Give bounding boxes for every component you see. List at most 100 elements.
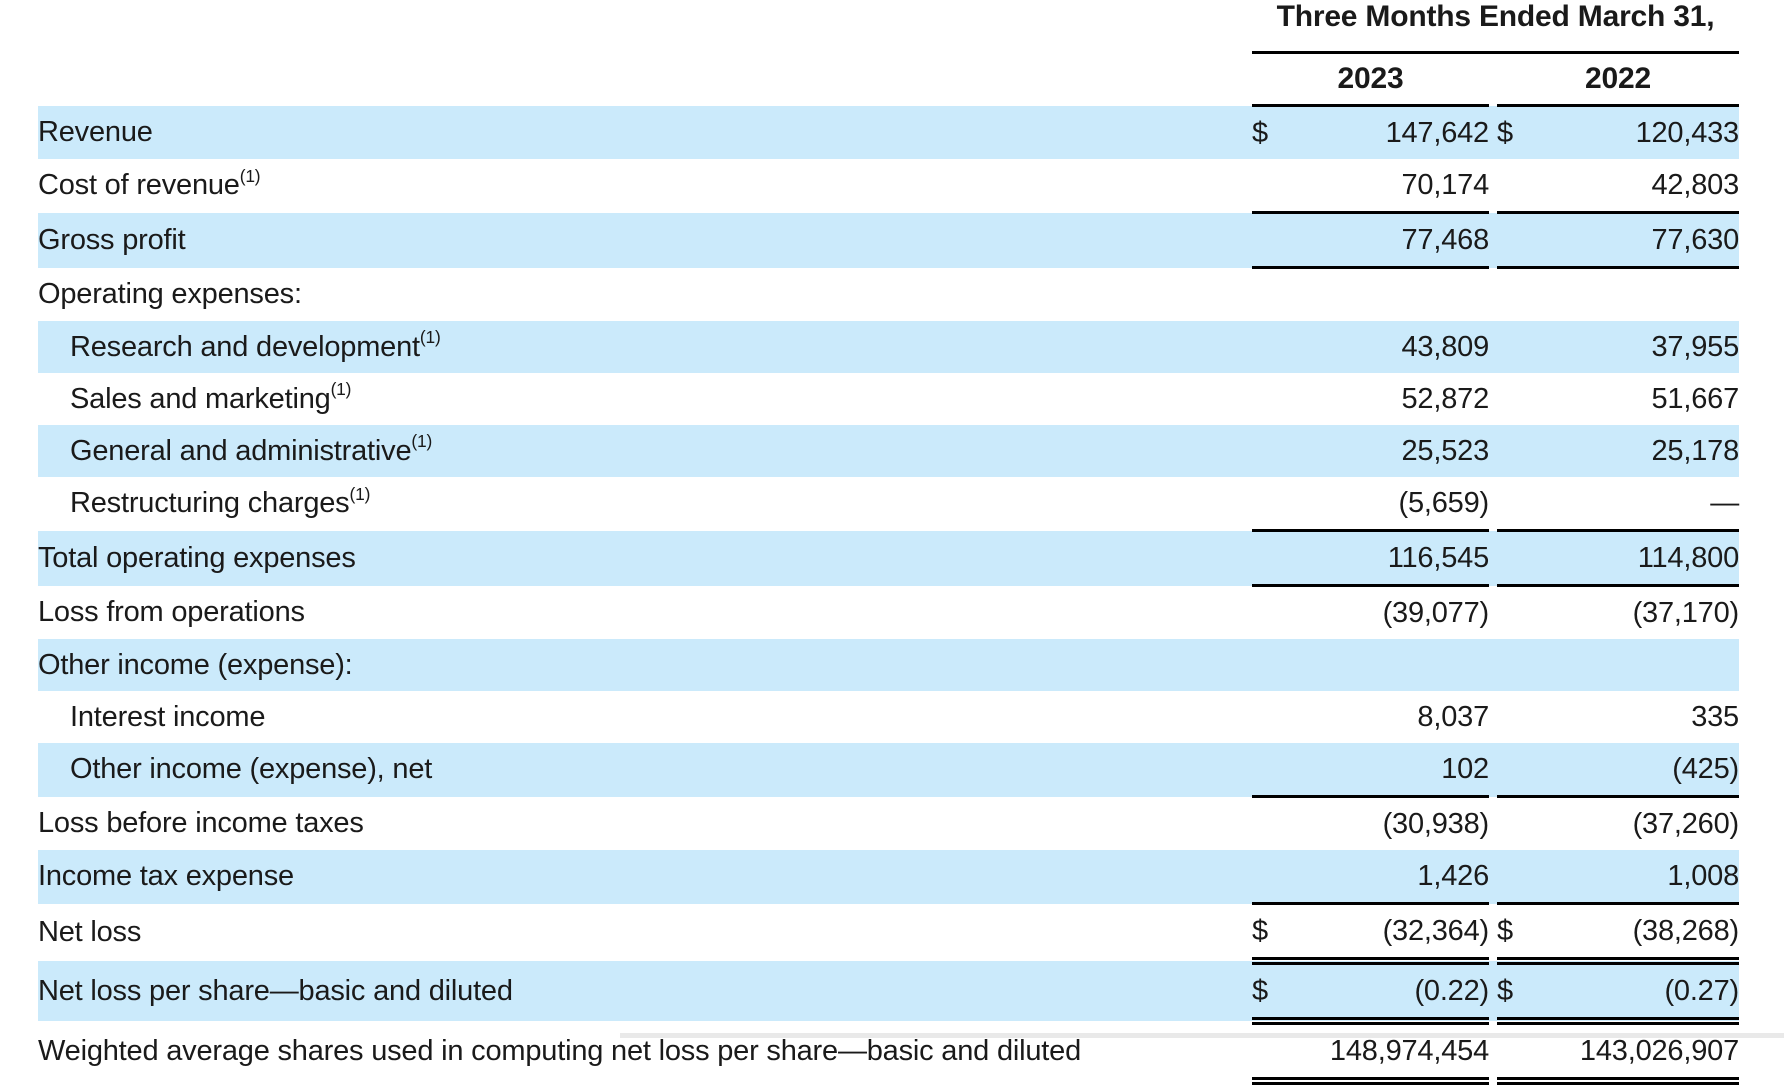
- value-2023: 148,974,454: [1307, 1021, 1489, 1085]
- currency-symbol-2023: [1252, 268, 1307, 322]
- row-label: Income tax expense: [38, 850, 1252, 904]
- column-gap: [1489, 797, 1497, 851]
- currency-symbol-2022: [1497, 425, 1552, 477]
- currency-symbol-2023: [1252, 425, 1307, 477]
- value-2022: (38,268): [1552, 903, 1739, 965]
- row-label: Interest income: [70, 700, 266, 733]
- value-2022: 335: [1691, 700, 1739, 733]
- column-gap: [1489, 850, 1497, 904]
- currency-symbol-2023: [1252, 530, 1307, 587]
- table-row: Income tax expense 1,426 1,008: [38, 850, 1739, 905]
- currency-symbol-2022: $: [1497, 961, 1552, 1025]
- row-label: Operating expenses:: [38, 277, 302, 310]
- currency-symbol-2023: $: [1252, 105, 1307, 159]
- currency-symbol-2023: [1252, 639, 1307, 691]
- value-2022: [1552, 639, 1739, 691]
- row-label: Research and development(1): [38, 321, 1252, 373]
- footnote-marker: (1): [411, 430, 433, 451]
- currency-symbol-2022: [1497, 159, 1552, 214]
- value-2022: 77,630: [1552, 212, 1739, 269]
- column-gap: [1489, 105, 1497, 159]
- value-2022: 37,955: [1552, 321, 1739, 373]
- row-label: Cost of revenue(1): [38, 165, 261, 202]
- value-2023: [1307, 268, 1489, 322]
- table-row: Other income (expense):: [38, 639, 1739, 691]
- column-gap: [1489, 639, 1497, 691]
- currency-symbol-2022: [1497, 1021, 1552, 1085]
- column-gap: [1489, 52, 1497, 106]
- currency-symbol-2023: [1252, 850, 1307, 905]
- value-2022: 51,667: [1651, 382, 1740, 415]
- value-2022: 25,178: [1552, 425, 1739, 477]
- header-spacer: [38, 52, 1252, 106]
- row-label: Restructuring charges(1): [70, 483, 371, 520]
- value-2023: 52,872: [1401, 382, 1490, 415]
- currency-symbol-2023: $: [1252, 903, 1307, 965]
- table-body: Revenue $147,642 $120,433 Cost of revenue(1…: [38, 105, 1740, 1085]
- row-label: Total operating expenses: [38, 530, 1252, 586]
- row-label: Sales and marketing(1): [70, 378, 352, 415]
- value-2023: 1,426: [1307, 850, 1489, 905]
- value-2022: (37,260): [1632, 807, 1740, 840]
- currency-symbol-2022: [1497, 373, 1552, 425]
- currency-symbol-2023: [1252, 212, 1307, 269]
- table-row: Operating expenses:: [38, 268, 1739, 322]
- currency-symbol-2023: [1252, 159, 1307, 214]
- column-gap: [1489, 1021, 1497, 1081]
- year-2023-header: 2023: [1252, 52, 1489, 107]
- value-2022: (425): [1552, 743, 1739, 798]
- table-row: Interest income 8,037 335: [38, 691, 1739, 743]
- value-2023: (39,077): [1382, 596, 1490, 629]
- table-row: General and administrative(1) 25,523 25,17…: [38, 425, 1739, 477]
- currency-symbol-2023: $: [1252, 961, 1307, 1025]
- value-2023: (32,364): [1307, 903, 1489, 965]
- row-label: General and administrative(1): [38, 425, 1252, 477]
- currency-symbol-2022: [1497, 477, 1552, 532]
- table-row: Weighted average shares used in computin…: [38, 1021, 1739, 1085]
- row-label: Loss from operations: [38, 595, 305, 628]
- currency-symbol-2023: [1252, 1021, 1307, 1085]
- currency-symbol-2022: [1497, 850, 1552, 905]
- column-gap: [1489, 268, 1497, 322]
- value-2023: [1307, 639, 1489, 691]
- currency-symbol-2023: [1252, 586, 1307, 640]
- row-label: Gross profit: [38, 212, 1252, 268]
- column-gap: [1489, 425, 1497, 477]
- currency-symbol-2022: [1497, 212, 1552, 269]
- value-2023: 8,037: [1417, 700, 1489, 733]
- column-gap: [1489, 586, 1497, 640]
- period-header-row: Three Months Ended March 31,: [38, 0, 1739, 54]
- value-2022: 1,008: [1552, 850, 1739, 905]
- currency-symbol-2022: $: [1497, 105, 1552, 159]
- footnote-marker: (1): [349, 483, 371, 504]
- value-2022: [1552, 268, 1739, 322]
- row-label: Other income (expense):: [38, 639, 1252, 691]
- value-2023: 70,174: [1307, 159, 1489, 214]
- table-row: Cost of revenue(1) 70,174 42,803: [38, 159, 1739, 214]
- table-row: Gross profit 77,468 77,630: [38, 212, 1739, 269]
- footnote-marker: (1): [330, 378, 352, 399]
- year-2022-header: 2022: [1497, 52, 1739, 107]
- currency-symbol-2022: $: [1497, 903, 1552, 965]
- currency-symbol-2023: [1252, 373, 1307, 425]
- row-label: Revenue: [38, 105, 1252, 159]
- value-2022: (0.27): [1552, 961, 1739, 1025]
- row-label: Loss before income taxes: [38, 806, 364, 839]
- value-2022: 114,800: [1552, 530, 1739, 587]
- table-row: Other income (expense), net 102 (425): [38, 743, 1739, 798]
- value-2022: (37,170): [1632, 596, 1740, 629]
- currency-symbol-2022: [1497, 797, 1552, 851]
- currency-symbol-2022: [1497, 639, 1552, 691]
- footnote-marker: (1): [239, 165, 261, 186]
- column-gap: [1489, 477, 1497, 531]
- column-gap: [1489, 321, 1497, 373]
- value-2023: 147,642: [1307, 105, 1489, 159]
- row-label: Weighted average shares used in computin…: [38, 1034, 1081, 1067]
- column-gap: [1489, 743, 1497, 797]
- header-spacer: [38, 0, 1252, 52]
- year-header-row: 2023 2022: [38, 52, 1739, 107]
- row-label: Net loss: [38, 915, 142, 948]
- value-2023: 77,468: [1307, 212, 1489, 269]
- value-2023: 102: [1307, 743, 1489, 798]
- currency-symbol-2023: [1252, 321, 1307, 373]
